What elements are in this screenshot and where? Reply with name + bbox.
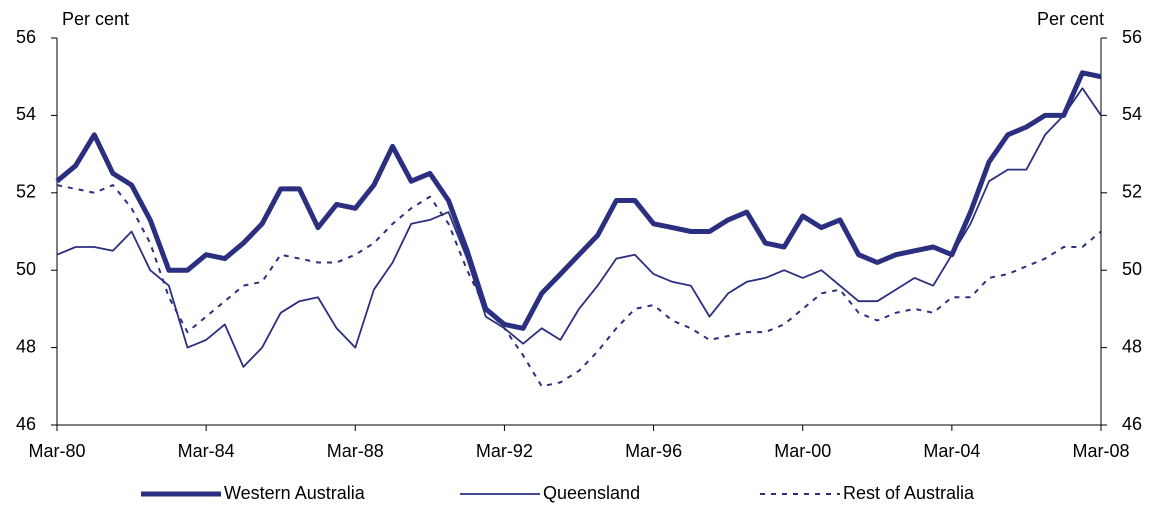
x-tick-label: Mar-92 [476, 441, 533, 461]
y-tick-label: 56 [16, 27, 36, 47]
y-tick-label: 54 [16, 104, 36, 124]
y2-tick-label: 56 [1122, 27, 1142, 47]
y-axis-label: Per cent [62, 9, 129, 29]
y-tick-label: 50 [16, 259, 36, 279]
x-tick-label: Mar-04 [923, 441, 980, 461]
y2-tick-label: 54 [1122, 104, 1142, 124]
y2-tick-label: 46 [1122, 414, 1142, 434]
y2-axis-label: Per cent [1037, 9, 1104, 29]
y-tick-label: 52 [16, 182, 36, 202]
y2-tick-label: 48 [1122, 336, 1142, 356]
series-line [56, 184, 1102, 388]
y2-tick-label: 50 [1122, 259, 1142, 279]
x-tick-label: Mar-80 [28, 441, 85, 461]
series-line [56, 87, 1102, 368]
series-line [55, 70, 1102, 331]
legend-label: Queensland [543, 483, 640, 503]
y-tick-label: 48 [16, 336, 36, 356]
y-tick-label: 46 [16, 414, 36, 434]
x-tick-label: Mar-00 [774, 441, 831, 461]
y2-tick-label: 52 [1122, 182, 1142, 202]
x-tick-label: Mar-88 [327, 441, 384, 461]
legend-label: Rest of Australia [843, 483, 975, 503]
x-tick-label: Mar-08 [1072, 441, 1129, 461]
legend-label: Western Australia [224, 483, 366, 503]
x-tick-label: Mar-84 [178, 441, 235, 461]
x-tick-label: Mar-96 [625, 441, 682, 461]
